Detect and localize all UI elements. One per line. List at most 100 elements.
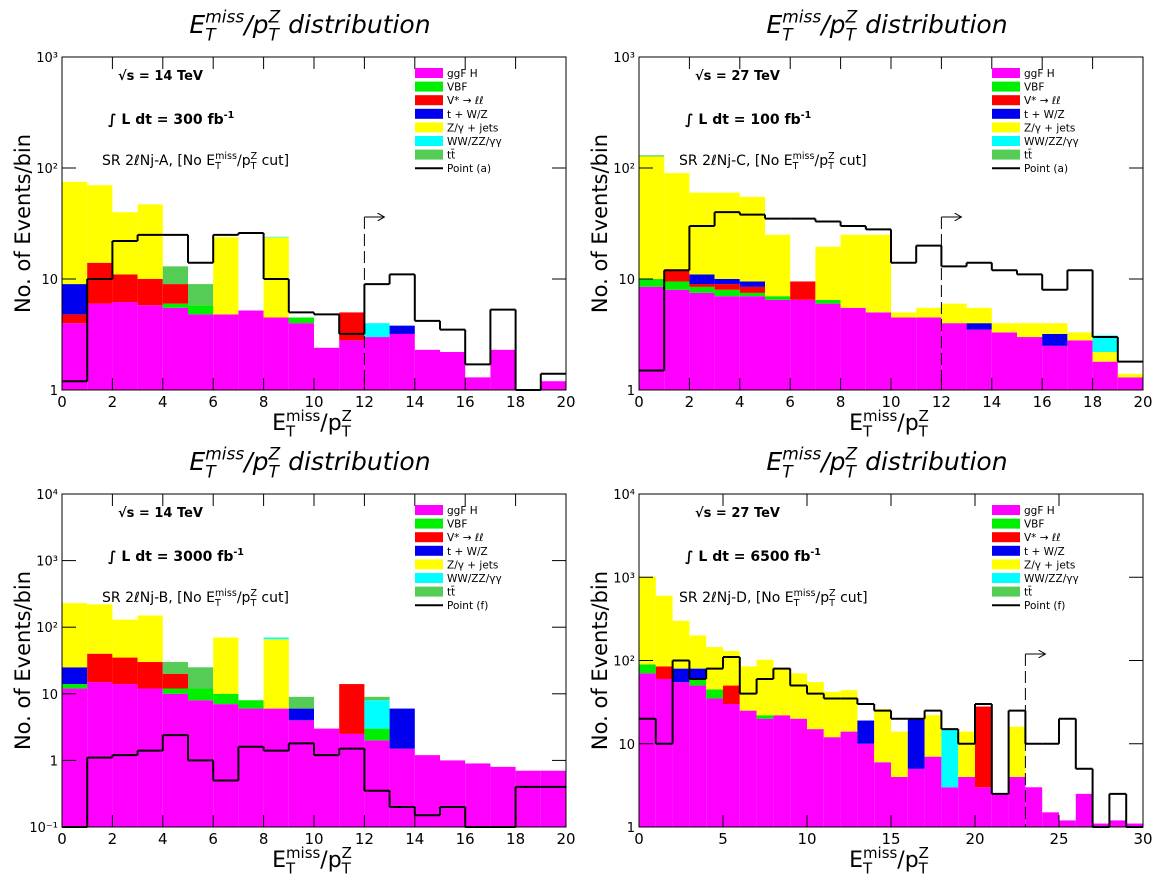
bar-segment [958, 731, 975, 777]
x-tick-label: 10 [304, 393, 323, 411]
bar-segment [87, 653, 113, 683]
x-axis-label-part: E [849, 848, 863, 873]
chart-title: ETmiss/pTZ distribution [766, 8, 1007, 46]
chart-title-part: T [846, 26, 858, 46]
bar-segment [655, 666, 673, 679]
bar-segment [87, 262, 113, 304]
legend-label: V* → ℓℓ [1024, 532, 1061, 544]
x-tick-label: 30 [1133, 830, 1152, 848]
x-axis-label-part: Z [919, 844, 929, 862]
bar-segment [162, 303, 188, 308]
bar-segment [815, 246, 841, 300]
bar-segment [137, 204, 163, 279]
bar-segment [440, 351, 466, 390]
bar-segment [639, 156, 665, 279]
region-label-part: /p [237, 590, 251, 606]
chart-title-part: T [782, 463, 794, 483]
bar-segment [689, 678, 707, 686]
chart-title-part: distribution [857, 10, 1007, 39]
chart-title-part: miss [205, 8, 244, 28]
y-tick-label: 10⁴ [36, 488, 58, 503]
bar-segment [112, 212, 138, 275]
bar-segment [655, 595, 673, 667]
x-tick-label: 0 [634, 830, 644, 848]
chart-title: ETmiss/pTZ distribution [766, 445, 1007, 483]
bar-segment [765, 299, 791, 390]
bar-segment [1025, 787, 1043, 827]
luminosity-label: ∫ L dt = 3000 fb-1 [108, 547, 244, 565]
x-tick-label: 20 [556, 830, 575, 848]
bar-segment [540, 381, 566, 390]
bar-segment [162, 673, 188, 689]
y-tick-label: 10 [618, 738, 635, 753]
legend-swatch [415, 136, 443, 146]
legend-swatch [992, 68, 1020, 78]
bar-segment [137, 615, 163, 663]
legend-swatch [415, 586, 443, 597]
y-tick-label: 10⁴ [613, 488, 635, 503]
bar-segment [756, 718, 774, 827]
bar-segment [790, 673, 807, 719]
bar-segment [1067, 332, 1093, 341]
x-axis-label-part: miss [863, 844, 898, 862]
bar-segment [162, 688, 188, 694]
x-tick-label: 15 [881, 830, 900, 848]
bar-segment [1042, 812, 1059, 827]
bar-segment [1008, 776, 1026, 827]
x-tick-label: 2 [108, 830, 118, 848]
legend-label: V* → ℓℓ [447, 95, 484, 107]
bar-segment [966, 329, 992, 390]
x-tick-label: 14 [982, 393, 1001, 411]
x-axis-label-part: /p [320, 411, 341, 436]
legend-label: WW/ZZ/γγ [447, 136, 502, 148]
legend-label: VBF [447, 82, 467, 94]
legend-swatch [415, 68, 443, 78]
bar-segment [739, 710, 757, 827]
bar-segment [263, 637, 289, 640]
chart-title-part: /p [819, 10, 845, 39]
bar-segment [739, 666, 757, 711]
bar-segment [162, 307, 188, 390]
legend-swatch [415, 81, 443, 92]
chart-title-part: Z [845, 445, 858, 465]
bar-segment [639, 286, 665, 390]
chart-title-part: T [846, 463, 858, 483]
bar-segment [739, 196, 765, 282]
chart-title-part: distribution [280, 447, 430, 476]
bar-segment [807, 682, 824, 730]
bar-segment [689, 292, 715, 390]
bar-segment [389, 748, 415, 827]
chart-title-part: /p [242, 447, 268, 476]
x-tick-label: 16 [1033, 393, 1052, 411]
bar-segment [1008, 726, 1026, 777]
region-label: SR 2ℓNj-D, [No ETmiss/pTZ cut] [679, 588, 868, 609]
legend-swatch [415, 545, 443, 556]
bar-segment [188, 667, 214, 689]
bar-segment [62, 284, 88, 315]
legend-swatch [415, 505, 443, 515]
legend-swatch [415, 108, 443, 119]
bar-segment [891, 776, 908, 827]
legend-label: ggF H [1024, 68, 1055, 80]
legend-label: Z/γ + jets [447, 559, 498, 571]
chart-title-part: T [782, 26, 794, 46]
bar-segment [288, 720, 314, 827]
bar-segment [975, 706, 992, 788]
x-axis-label-part: T [285, 860, 296, 874]
bar-segment [966, 323, 992, 330]
bar-segment [62, 688, 88, 827]
bar-segment [62, 314, 88, 324]
region-label-part: miss [794, 588, 816, 599]
legend-label: t + W/Z [447, 109, 488, 121]
bar-segment [891, 731, 908, 777]
y-tick-label: 1 [50, 384, 58, 399]
bar-segment [891, 312, 917, 318]
x-tick-label: 20 [1133, 393, 1152, 411]
x-axis-label: ETmiss/pTZ [849, 407, 929, 441]
bar-segment [891, 317, 917, 390]
bar-segment [639, 279, 665, 287]
bar-segment [689, 668, 707, 679]
bar-segment [263, 237, 289, 318]
region-label-part: cut] [836, 590, 868, 606]
